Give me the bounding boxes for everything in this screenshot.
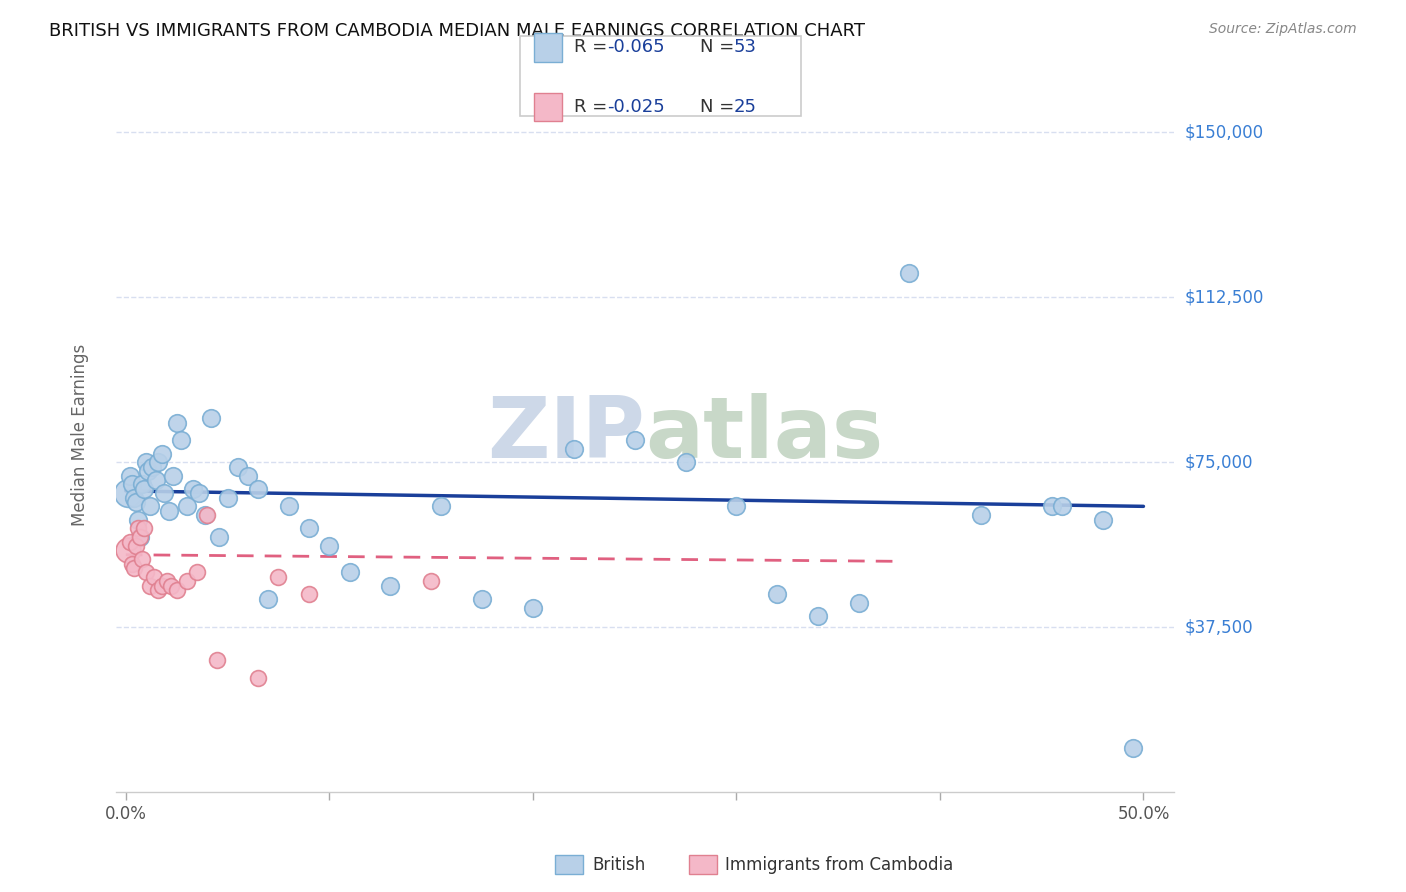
Point [162, 468, 184, 483]
Point [1040, 500, 1063, 514]
Point [122, 491, 145, 505]
Point [339, 566, 361, 580]
Text: N =: N = [700, 38, 740, 56]
Text: -0.025: -0.025 [607, 98, 665, 116]
Point [152, 446, 174, 460]
Point [380, 578, 402, 592]
Point [148, 455, 170, 469]
Point [134, 482, 156, 496]
Point [148, 582, 170, 597]
Point [522, 600, 544, 615]
Point [129, 530, 152, 544]
Point [807, 609, 830, 624]
Point [131, 477, 153, 491]
Point [1091, 512, 1114, 526]
Text: N =: N = [700, 98, 740, 116]
Point [430, 500, 453, 514]
Point [141, 459, 163, 474]
Point [135, 455, 157, 469]
Point [194, 508, 217, 523]
Point [898, 266, 921, 280]
Point [131, 552, 153, 566]
Point [127, 521, 149, 535]
Point [277, 500, 299, 514]
Point [247, 482, 270, 496]
Text: Source: ZipAtlas.com: Source: ZipAtlas.com [1209, 22, 1357, 37]
Point [117, 543, 139, 558]
Point [471, 591, 494, 606]
Point [166, 582, 188, 597]
Point [298, 521, 321, 535]
Point [170, 434, 193, 448]
Point [118, 534, 141, 549]
Point [118, 468, 141, 483]
Point [129, 530, 152, 544]
Point [186, 566, 208, 580]
Point [176, 500, 198, 514]
Point [969, 508, 991, 523]
Point [195, 508, 218, 523]
Point [176, 574, 198, 588]
Point [117, 486, 139, 500]
Text: Immigrants from Cambodia: Immigrants from Cambodia [725, 856, 953, 874]
Point [152, 578, 174, 592]
Point [257, 591, 280, 606]
Point [145, 473, 167, 487]
Text: R =: R = [574, 38, 613, 56]
Point [121, 477, 143, 491]
Text: BRITISH VS IMMIGRANTS FROM CAMBODIA MEDIAN MALE EARNINGS CORRELATION CHART: BRITISH VS IMMIGRANTS FROM CAMBODIA MEDI… [49, 22, 865, 40]
Point [298, 587, 321, 601]
Point [181, 482, 204, 496]
Point [125, 539, 148, 553]
Point [226, 459, 249, 474]
Text: $37,500: $37,500 [1185, 618, 1254, 636]
Point [208, 530, 231, 544]
Point [318, 539, 340, 553]
Point [623, 434, 645, 448]
Text: R =: R = [574, 98, 613, 116]
Text: ZIP: ZIP [486, 393, 645, 476]
Point [127, 512, 149, 526]
Point [562, 442, 585, 457]
Point [188, 486, 211, 500]
Point [1050, 500, 1073, 514]
Point [139, 578, 162, 592]
Text: $150,000: $150,000 [1185, 123, 1264, 142]
Point [267, 570, 290, 584]
Text: 25: 25 [734, 98, 756, 116]
Text: 53: 53 [734, 38, 756, 56]
Point [159, 578, 181, 592]
Point [153, 486, 176, 500]
Point [139, 500, 162, 514]
Y-axis label: Median Male Earnings: Median Male Earnings [72, 343, 89, 526]
Point [166, 416, 188, 430]
Point [122, 561, 145, 575]
Text: atlas: atlas [645, 393, 883, 476]
Point [766, 587, 789, 601]
Point [155, 574, 177, 588]
Point [848, 596, 870, 610]
Point [125, 495, 148, 509]
Point [157, 504, 180, 518]
Point [675, 455, 697, 469]
Point [1122, 741, 1144, 756]
Point [134, 521, 156, 535]
Point [236, 468, 259, 483]
Point [136, 464, 159, 478]
Point [725, 500, 748, 514]
Point [420, 574, 443, 588]
Point [247, 671, 270, 685]
Point [121, 557, 143, 571]
Text: $75,000: $75,000 [1185, 453, 1254, 471]
Point [207, 653, 229, 667]
Point [200, 411, 222, 425]
Text: British: British [592, 856, 645, 874]
Point [135, 566, 157, 580]
Text: -0.065: -0.065 [607, 38, 665, 56]
Point [217, 491, 239, 505]
Text: $112,500: $112,500 [1185, 288, 1264, 306]
Point [143, 570, 166, 584]
